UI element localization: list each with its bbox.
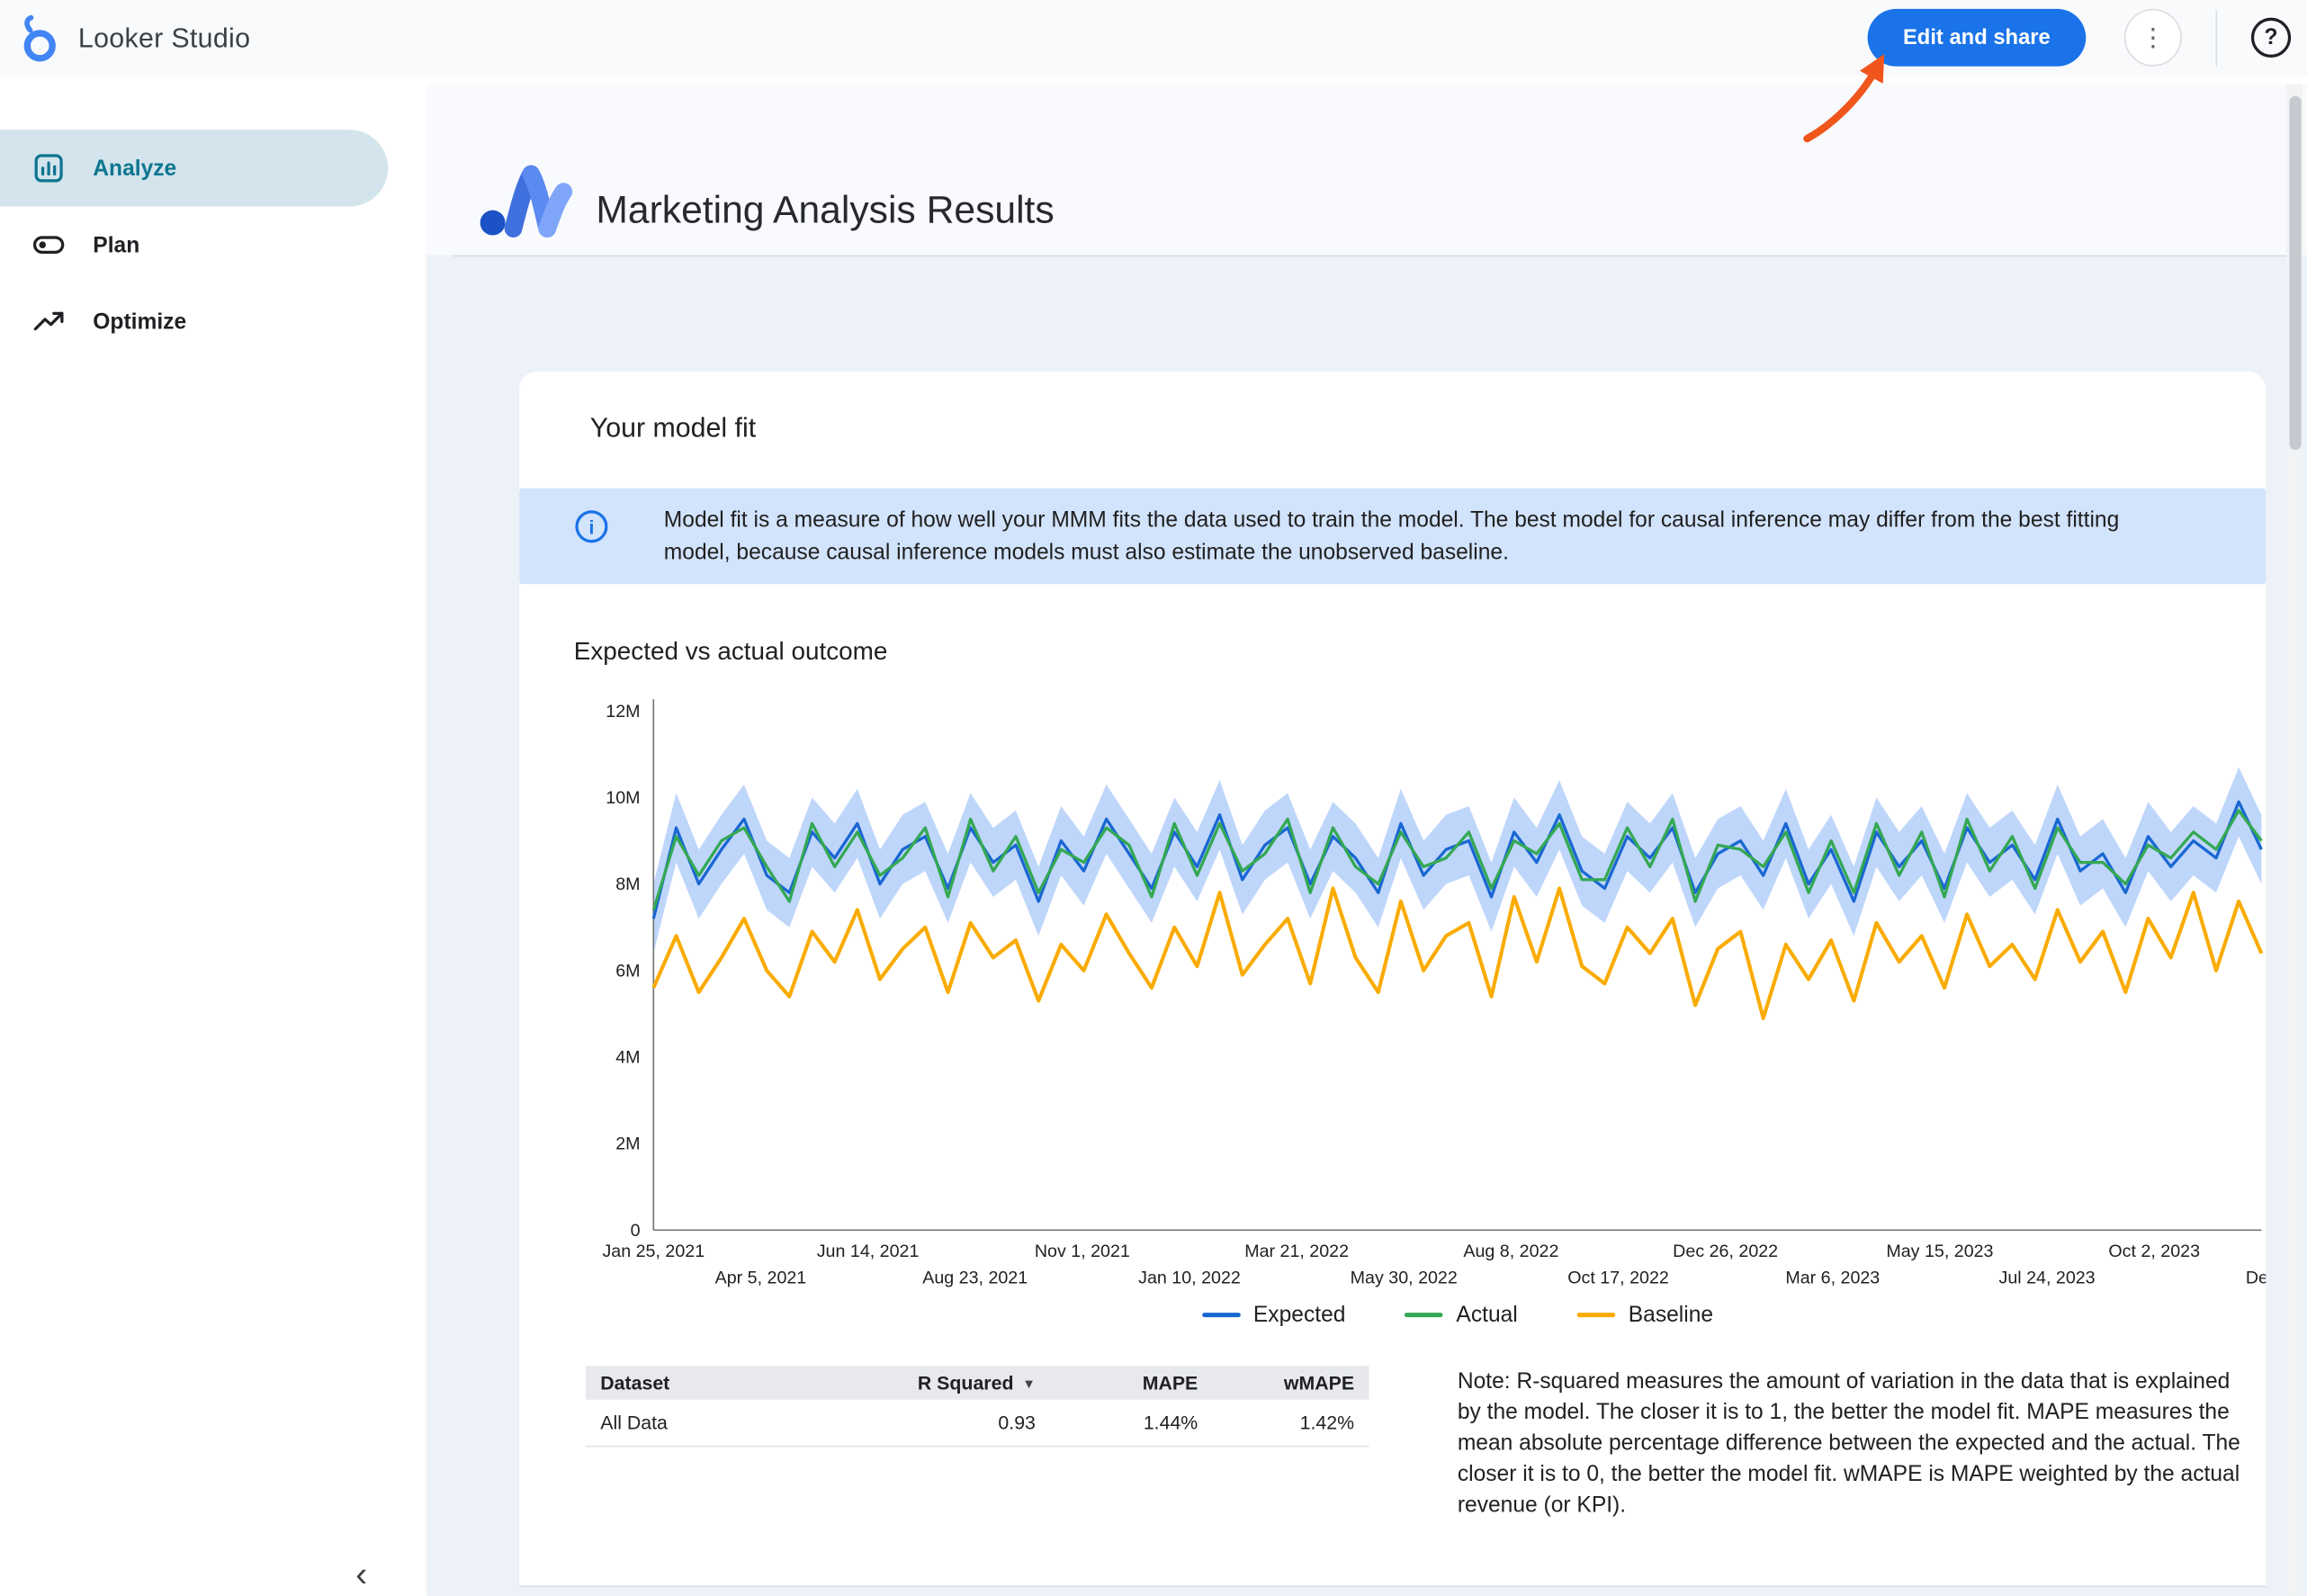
sidebar-item-label: Analyze bbox=[93, 155, 177, 181]
y-tick-label: 6M bbox=[615, 961, 640, 981]
x-tick-label: Dec 26, 2022 bbox=[1673, 1242, 1778, 1261]
legend-item-baseline: Baseline bbox=[1576, 1303, 1713, 1328]
x-tick-label: May 30, 2022 bbox=[1351, 1268, 1458, 1287]
main-area: Marketing Analysis Results Your model fi… bbox=[402, 75, 2307, 1596]
collapse-sidebar-button[interactable]: ‹ bbox=[355, 1555, 368, 1595]
sidebar-item-plan[interactable]: Plan bbox=[0, 207, 388, 283]
report-canvas: Marketing Analysis Results Your model fi… bbox=[426, 84, 2307, 1596]
column-header-wmape[interactable]: wMAPE bbox=[1212, 1366, 1369, 1400]
model-fit-card: Your model fit i Model fit is a measure … bbox=[519, 372, 2267, 1588]
app-title: Looker Studio bbox=[77, 22, 251, 54]
sort-descending-icon[interactable]: ▼ bbox=[1022, 1376, 1036, 1392]
column-header-r-squared[interactable]: R Squared ▼ bbox=[829, 1366, 1051, 1400]
expected-vs-actual-chart[interactable]: 0 2M 4M 6M 8M 10M 12M Jan 25, 2021 Apr 5, 2021 Ju… bbox=[574, 687, 2267, 1299]
y-tick-label: 2M bbox=[615, 1134, 640, 1154]
y-tick-label: 4M bbox=[615, 1048, 640, 1068]
sidebar-nav: Analyze Plan Optimize bbox=[0, 76, 403, 360]
table-cell: 1.44% bbox=[1050, 1399, 1213, 1448]
question-mark-icon: ? bbox=[2264, 24, 2278, 50]
y-tick-label: 12M bbox=[606, 702, 640, 722]
series-line-actual bbox=[651, 809, 2263, 910]
table-row[interactable]: All Data 0.93 1.44% 1.42% bbox=[585, 1399, 1369, 1448]
looker-studio-home-link[interactable]: Looker Studio bbox=[18, 12, 251, 65]
confidence-band bbox=[653, 767, 2262, 954]
x-tick-label: Apr 5, 2021 bbox=[715, 1268, 807, 1287]
x-tick-label: Jul 24, 2023 bbox=[1999, 1268, 2096, 1287]
looker-studio-logo-icon bbox=[23, 13, 56, 61]
report-title: Marketing Analysis Results bbox=[596, 187, 1055, 232]
info-banner-text: Model fit is a measure of how well your … bbox=[663, 507, 2120, 565]
y-tick-label: 8M bbox=[615, 874, 640, 894]
info-icon: i bbox=[575, 510, 608, 543]
table-cell: 0.93 bbox=[829, 1399, 1051, 1448]
x-tick-label: Oct 2, 2023 bbox=[2108, 1242, 2200, 1261]
x-tick-label: Jun 14, 2021 bbox=[817, 1242, 920, 1261]
x-tick-label: Dec bbox=[2246, 1268, 2266, 1287]
x-tick-label: Jan 10, 2022 bbox=[1138, 1268, 1241, 1287]
chart-legend: Expected Actual Baseline bbox=[653, 1303, 2261, 1328]
topbar-divider bbox=[2215, 10, 2218, 67]
scrollbar-thumb[interactable] bbox=[2288, 95, 2301, 451]
legend-swatch bbox=[1201, 1313, 1241, 1318]
sidebar: Analyze Plan Optimize ‹ bbox=[0, 75, 403, 1596]
column-header-mape[interactable]: MAPE bbox=[1050, 1366, 1213, 1400]
legend-swatch bbox=[1576, 1313, 1615, 1318]
series-line-baseline bbox=[651, 886, 2264, 1020]
model-fit-details: Dataset R Squared ▼ MAPE wMAPE All Data 0.93 1… bbox=[585, 1366, 2266, 1520]
legend-label: Expected bbox=[1252, 1302, 1346, 1328]
table-head: Dataset R Squared ▼ MAPE wMAPE bbox=[585, 1366, 1369, 1400]
model-fit-table: Dataset R Squared ▼ MAPE wMAPE All Data 0.93 1… bbox=[585, 1366, 1369, 1448]
sidebar-item-label: Plan bbox=[93, 232, 140, 258]
x-tick-label: Nov 1, 2021 bbox=[1035, 1242, 1130, 1261]
info-banner: i Model fit is a measure of how well you… bbox=[519, 488, 2267, 585]
legend-item-expected: Expected bbox=[1201, 1302, 1346, 1328]
analyze-chart-icon bbox=[34, 154, 63, 183]
chart-title: Expected vs actual outcome bbox=[573, 637, 888, 666]
table-body: All Data 0.93 1.44% 1.42% bbox=[585, 1399, 1369, 1448]
meridian-logo bbox=[480, 165, 573, 238]
report-header: Marketing Analysis Results bbox=[426, 84, 2307, 256]
x-tick-label: Aug 23, 2021 bbox=[922, 1268, 1028, 1287]
table-cell: All Data bbox=[585, 1399, 830, 1448]
x-tick-label: Mar 6, 2023 bbox=[1785, 1268, 1880, 1287]
sidebar-item-optimize[interactable]: Optimize bbox=[0, 283, 388, 360]
sidebar-item-analyze[interactable]: Analyze bbox=[0, 130, 389, 207]
table-cell: 1.42% bbox=[1212, 1399, 1369, 1448]
edit-and-share-button[interactable]: Edit and share bbox=[1867, 8, 2087, 67]
legend-item-actual: Actual bbox=[1405, 1303, 1518, 1328]
top-bar: Looker Studio Edit and share ⋮ ? bbox=[0, 0, 2307, 143]
help-button[interactable]: ? bbox=[2250, 17, 2292, 58]
y-tick-label: 0 bbox=[631, 1221, 641, 1241]
x-tick-label: Mar 21, 2022 bbox=[1244, 1242, 1349, 1261]
plan-toggle-icon bbox=[32, 236, 65, 254]
legend-swatch bbox=[1405, 1313, 1443, 1318]
vertical-dots-icon: ⋮ bbox=[2140, 22, 2166, 51]
table-header-row: Dataset R Squared ▼ MAPE wMAPE bbox=[585, 1366, 1369, 1400]
legend-label: Actual bbox=[1456, 1302, 1518, 1328]
metrics-note: Note: R-squared measures the amount of v… bbox=[1457, 1368, 2240, 1519]
vertical-scrollbar[interactable] bbox=[2286, 84, 2303, 1596]
x-tick-label: Jan 25, 2021 bbox=[602, 1242, 705, 1261]
y-tick-label: 10M bbox=[606, 788, 640, 808]
section-heading: Your model fit bbox=[589, 411, 757, 443]
x-tick-label: Aug 8, 2022 bbox=[1463, 1242, 1558, 1261]
info-icon-wrap: i bbox=[519, 505, 664, 543]
optimize-trending-up-icon bbox=[33, 311, 64, 331]
legend-label: Baseline bbox=[1628, 1302, 1714, 1328]
sidebar-item-label: Optimize bbox=[93, 309, 187, 335]
x-tick-label: Oct 17, 2022 bbox=[1567, 1268, 1669, 1287]
x-tick-label: May 15, 2023 bbox=[1886, 1242, 1993, 1261]
column-header-dataset[interactable]: Dataset bbox=[585, 1366, 830, 1400]
header-divider bbox=[453, 255, 2290, 257]
more-options-button[interactable]: ⋮ bbox=[2123, 8, 2182, 67]
